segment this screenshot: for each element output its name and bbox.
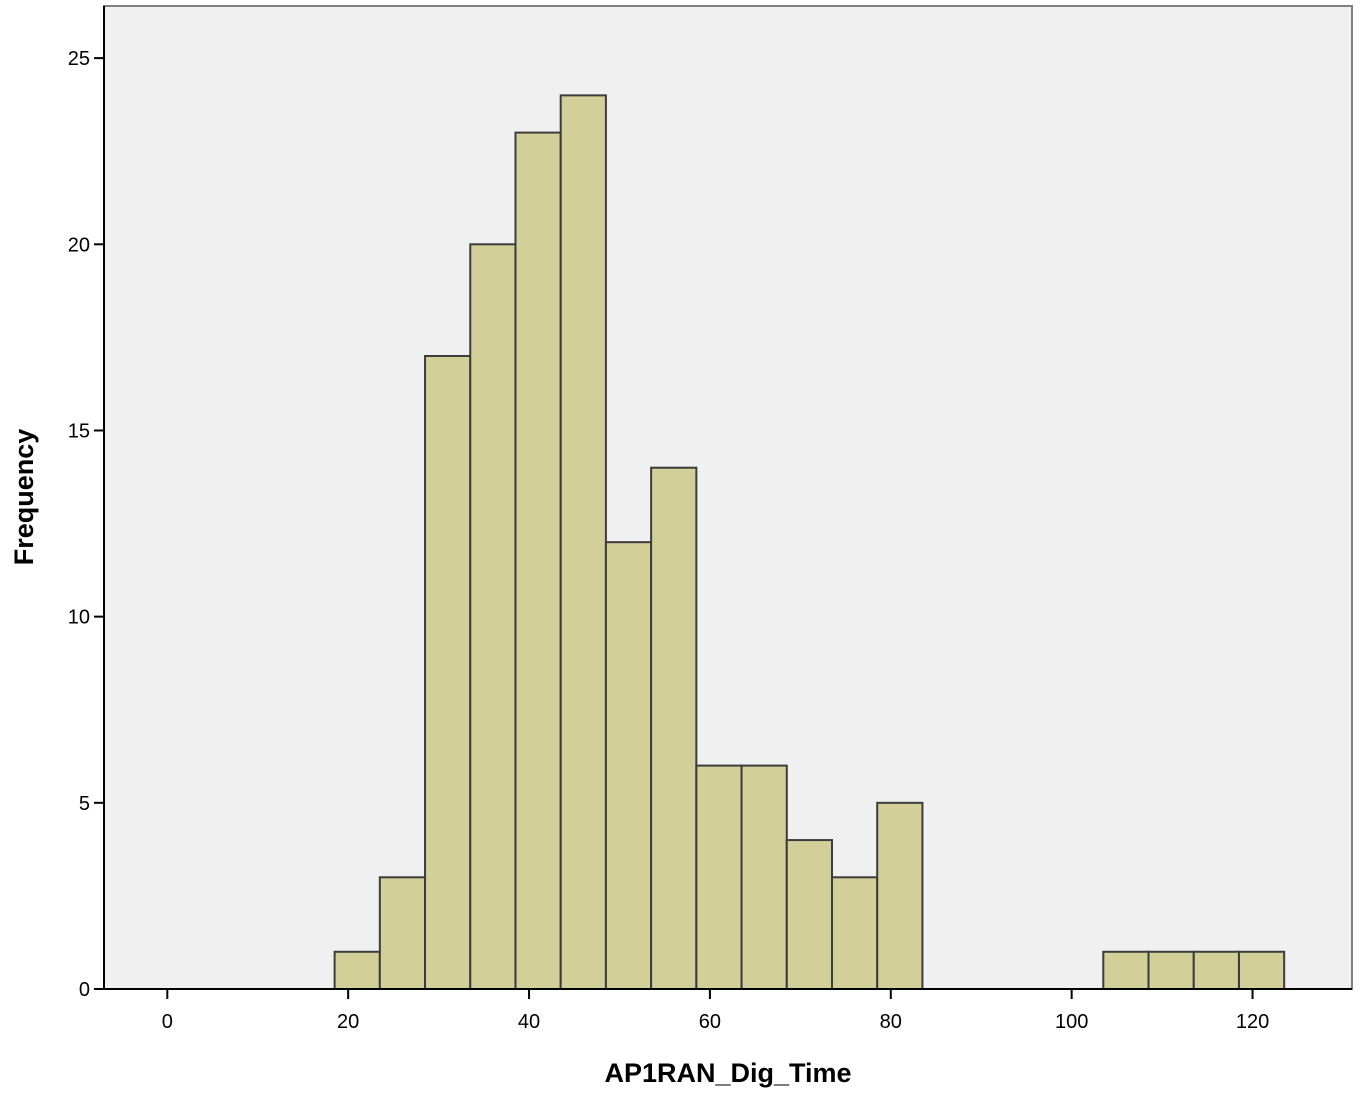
x-tick-label-100: 100 (1055, 1011, 1088, 1033)
histogram-bar-12 (876, 801, 924, 990)
y-axis: 0 5 10 15 20 25 (68, 6, 105, 1001)
x-tick-label-120: 120 (1236, 1011, 1269, 1033)
bars-group (333, 94, 1286, 991)
y-tick-label-20: 20 (68, 234, 90, 256)
y-tick-label-25: 25 (68, 48, 90, 70)
x-tick-label-20: 20 (337, 1011, 359, 1033)
histogram-bar-8 (695, 764, 743, 990)
histogram-bar-15 (1192, 950, 1240, 990)
histogram-bar-11 (831, 876, 879, 991)
x-tick-label-40: 40 (518, 1011, 540, 1033)
x-axis-title: AP1RAN_Dig_Time (604, 1058, 851, 1088)
histogram-bar-2 (424, 355, 472, 990)
histogram-bar-10 (785, 839, 833, 990)
histogram-bar-16 (1237, 950, 1286, 990)
histogram-bar-14 (1147, 950, 1195, 990)
x-axis: 0 20 40 60 80 100 120 (104, 988, 1352, 1033)
histogram-bar-7 (650, 466, 698, 991)
x-tick-label-0: 0 (162, 1011, 173, 1033)
y-tick-label-0: 0 (79, 979, 90, 1001)
y-tick-label-15: 15 (68, 420, 90, 442)
x-tick-label-80: 80 (880, 1011, 902, 1033)
histogram-bar-0 (333, 950, 381, 990)
histogram-bar-5 (559, 94, 607, 990)
x-tick-label-60: 60 (699, 1011, 721, 1033)
y-tick-label-10: 10 (68, 607, 90, 629)
histogram-bar-6 (604, 541, 653, 990)
histogram-bar-3 (469, 243, 517, 990)
histogram-bar-4 (514, 131, 562, 990)
histogram-bar-1 (378, 876, 427, 991)
y-axis-title: Frequency (9, 429, 39, 566)
histogram-bar-13 (1102, 950, 1150, 990)
y-tick-label-5: 5 (79, 793, 90, 815)
histogram-bar-9 (740, 764, 788, 990)
